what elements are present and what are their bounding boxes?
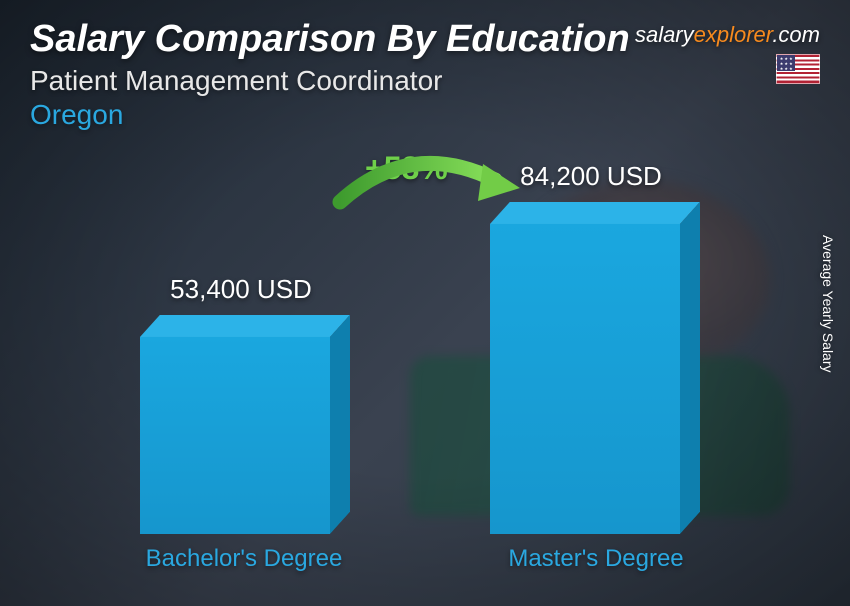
bar-front [490,224,680,534]
brand-logo: salaryexplorer.com [635,22,820,48]
category-label-masters: Master's Degree [466,545,726,573]
brand-part2: explorer [694,22,773,47]
bar-top [140,315,350,337]
chart-region: Oregon [30,99,820,131]
bar-front [140,337,330,534]
category-label-bachelors: Bachelor's Degree [114,545,374,573]
chart-subtitle: Patient Management Coordinator [30,65,820,97]
bar-side [680,202,700,534]
y-axis-label: Average Yearly Salary [820,235,836,373]
value-label-masters: 84,200 USD [476,161,706,192]
value-label-bachelors: 53,400 USD [126,274,356,305]
bar-side [330,315,350,534]
chart-area: 53,400 USD Bachelor's Degree 84,200 USD … [60,170,780,576]
bar-top [490,202,700,224]
us-flag-icon [776,54,820,84]
brand-part3: .com [772,22,820,47]
brand-part1: salary [635,22,694,47]
